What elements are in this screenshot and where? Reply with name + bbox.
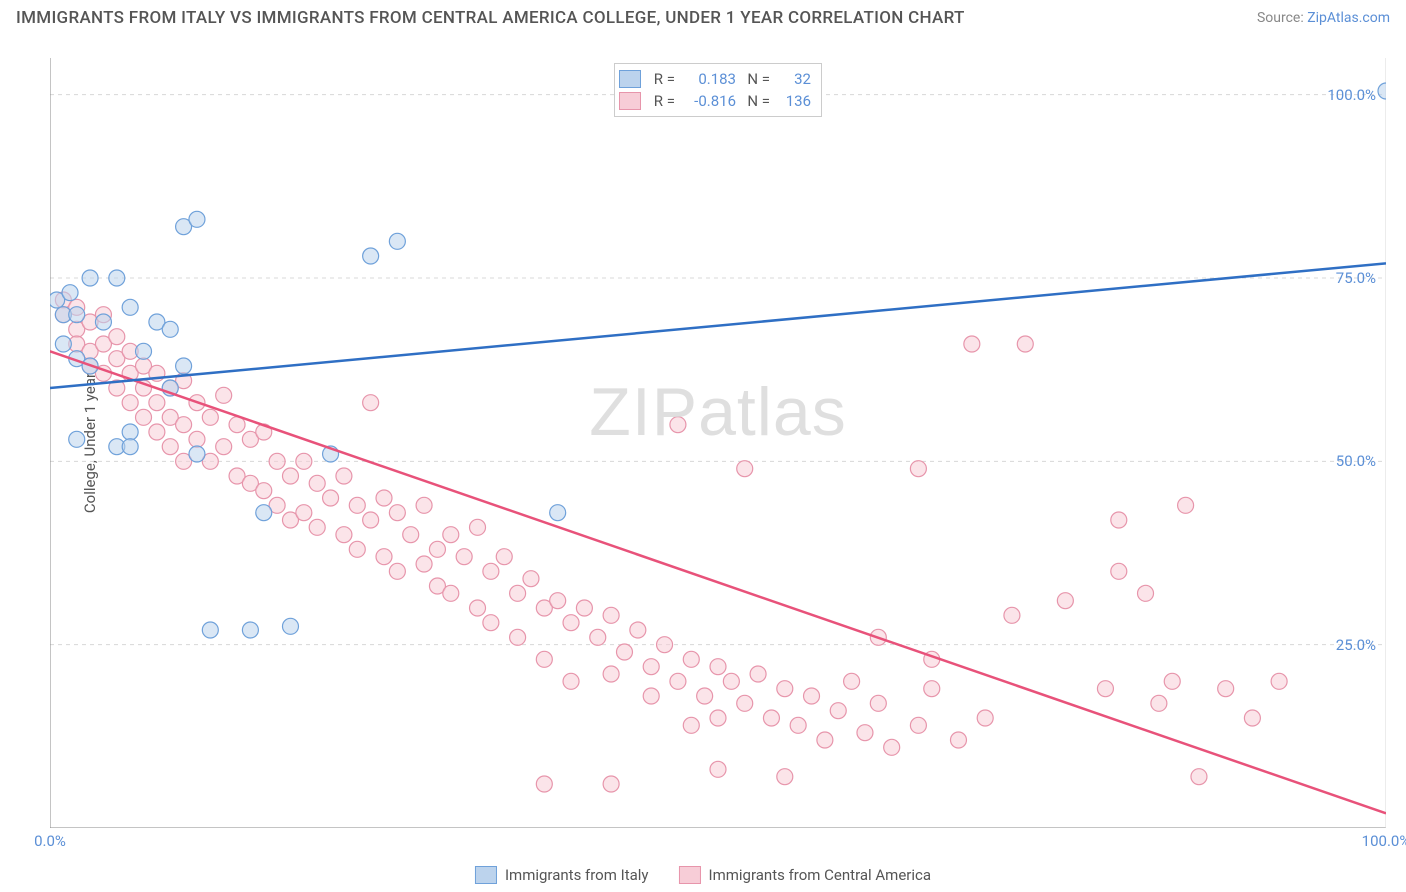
swatch-italy (475, 866, 497, 884)
stats-row-central: R = -0.816 N = 136 (619, 90, 811, 112)
r-label: R = (647, 70, 675, 88)
legend-item-italy: Immigrants from Italy (475, 866, 649, 884)
n-value: 32 (776, 70, 811, 88)
swatch-central (619, 92, 641, 110)
swatch-central (679, 866, 701, 884)
r-value: -0.816 (681, 92, 736, 110)
n-value: 136 (776, 92, 811, 110)
scatter-plot (50, 58, 1386, 828)
source-link[interactable]: ZipAtlas.com (1307, 10, 1390, 26)
y-tick-label: 50.0% (1336, 452, 1376, 470)
bottom-legend: Immigrants from Italy Immigrants from Ce… (475, 866, 931, 884)
r-value: 0.183 (681, 70, 736, 88)
chart: College, Under 1 year ZIPatlas R = 0.183… (50, 58, 1386, 828)
n-label: N = (742, 92, 770, 110)
source: Source: ZipAtlas.com (1257, 10, 1390, 26)
y-tick-label: 25.0% (1336, 636, 1376, 654)
source-label: Source: (1257, 10, 1307, 26)
legend-item-central: Immigrants from Central America (679, 866, 932, 884)
y-tick-label: 75.0% (1336, 269, 1376, 287)
legend-label: Immigrants from Central America (709, 866, 932, 884)
r-label: R = (647, 92, 675, 110)
swatch-italy (619, 70, 641, 88)
x-tick-label: 0.0% (34, 832, 66, 850)
n-label: N = (742, 70, 770, 88)
stats-legend: R = 0.183 N = 32 R = -0.816 N = 136 (614, 63, 822, 117)
header: IMMIGRANTS FROM ITALY VS IMMIGRANTS FROM… (0, 0, 1406, 36)
x-tick-label: 100.0% (1362, 832, 1406, 850)
stats-row-italy: R = 0.183 N = 32 (619, 68, 811, 90)
chart-title: IMMIGRANTS FROM ITALY VS IMMIGRANTS FROM… (16, 8, 965, 28)
legend-label: Immigrants from Italy (505, 866, 649, 884)
y-tick-label: 100.0% (1327, 86, 1376, 104)
